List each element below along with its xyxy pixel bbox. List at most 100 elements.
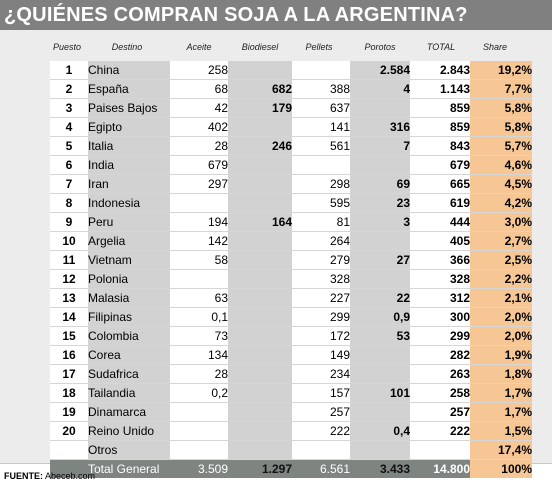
cell-destino: China bbox=[88, 61, 170, 80]
cell-porotos: 53 bbox=[350, 326, 410, 346]
table-row: 17 Sudafrica 28 234 263 1,8% bbox=[50, 364, 532, 384]
cell-aceite: 0,2 bbox=[170, 383, 228, 403]
cell-destino: Egipto bbox=[88, 117, 170, 137]
cell-biodiesel bbox=[228, 421, 292, 441]
cell-aceite: 73 bbox=[170, 326, 228, 346]
cell-biodiesel bbox=[228, 440, 292, 460]
cell-share: 19,2% bbox=[470, 61, 532, 80]
cell-porotos bbox=[350, 155, 410, 175]
header-destino: Destino bbox=[111, 42, 143, 52]
cell-puesto: 15 bbox=[50, 326, 88, 346]
cell-share: 4,6% bbox=[470, 155, 532, 175]
total-cell-share: 100% bbox=[470, 459, 532, 478]
cell-biodiesel: 246 bbox=[228, 136, 292, 156]
cell-porotos: 0,9 bbox=[350, 307, 410, 327]
cell-total: 665 bbox=[410, 174, 470, 194]
header-share: Share bbox=[482, 42, 508, 52]
cell-total: 300 bbox=[410, 307, 470, 327]
cell-total: 299 bbox=[410, 326, 470, 346]
cell-puesto: 3 bbox=[50, 98, 88, 118]
table-row: 10 Argelia 142 264 405 2,7% bbox=[50, 231, 532, 251]
cell-aceite: 297 bbox=[170, 174, 228, 194]
cell-destino: Filipinas bbox=[88, 307, 170, 327]
cell-share: 4,2% bbox=[470, 193, 532, 213]
cell-biodiesel bbox=[228, 61, 292, 80]
cell-biodiesel bbox=[228, 117, 292, 137]
cell-share: 2,0% bbox=[470, 326, 532, 346]
table-row: 1 China 258 2.584 2.843 19,2% bbox=[50, 61, 532, 80]
cell-pellets: 637 bbox=[292, 98, 350, 118]
cell-total: 328 bbox=[410, 269, 470, 289]
cell-share: 1,9% bbox=[470, 345, 532, 365]
cell-destino: Indonesia bbox=[88, 193, 170, 213]
cell-share: 2,7% bbox=[470, 231, 532, 251]
cell-pellets: 234 bbox=[292, 364, 350, 384]
cell-puesto: 10 bbox=[50, 231, 88, 251]
cell-puesto: 18 bbox=[50, 383, 88, 403]
cell-total: 222 bbox=[410, 421, 470, 441]
cell-puesto: 16 bbox=[50, 345, 88, 365]
cell-destino: Otros bbox=[88, 440, 170, 460]
total-cell-destino: Total General bbox=[88, 459, 170, 478]
cell-aceite bbox=[170, 269, 228, 289]
cell-aceite: 28 bbox=[170, 364, 228, 384]
table-row: 13 Malasia 63 227 22 312 2,1% bbox=[50, 288, 532, 308]
cell-porotos bbox=[350, 364, 410, 384]
cell-pellets: 264 bbox=[292, 231, 350, 251]
cell-share: 5,8% bbox=[470, 98, 532, 118]
table-row: 6 India 679 679 4,6% bbox=[50, 155, 532, 175]
cell-share: 2,1% bbox=[470, 288, 532, 308]
cell-aceite bbox=[170, 440, 228, 460]
cell-total: 258 bbox=[410, 383, 470, 403]
cell-aceite bbox=[170, 193, 228, 213]
cell-porotos: 7 bbox=[350, 136, 410, 156]
cell-total: 366 bbox=[410, 250, 470, 270]
cell-aceite: 0,1 bbox=[170, 307, 228, 327]
cell-total: 257 bbox=[410, 402, 470, 422]
cell-share: 5,7% bbox=[470, 136, 532, 156]
table-row: 11 Vietnam 58 279 27 366 2,5% bbox=[50, 250, 532, 270]
cell-puesto: 17 bbox=[50, 364, 88, 384]
cell-porotos: 4 bbox=[350, 79, 410, 99]
cell-share: 3,0% bbox=[470, 212, 532, 232]
cell-biodiesel bbox=[228, 193, 292, 213]
cell-destino: Peru bbox=[88, 212, 170, 232]
page-title: ¿QUIÉNES COMPRAN SOJA A LA ARGENTINA? bbox=[0, 0, 552, 30]
cell-share: 17,4% bbox=[470, 440, 532, 460]
table-row: 19 Dinamarca 257 257 1,7% bbox=[50, 402, 532, 422]
total-cell-total: 14.800 bbox=[410, 459, 470, 478]
table-row: 15 Colombia 73 172 53 299 2,0% bbox=[50, 326, 532, 346]
table-row: Otros 17,4% bbox=[50, 440, 532, 460]
cell-share: 1,7% bbox=[470, 402, 532, 422]
cell-puesto bbox=[50, 440, 88, 460]
cell-biodiesel bbox=[228, 307, 292, 327]
header-total: TOTAL bbox=[426, 42, 456, 52]
cell-porotos bbox=[350, 402, 410, 422]
cell-aceite bbox=[170, 402, 228, 422]
cell-puesto: 9 bbox=[50, 212, 88, 232]
table-row: 3 Paises Bajos 42 179 637 859 5,8% bbox=[50, 98, 532, 118]
header-porotos: Porotos bbox=[364, 42, 396, 52]
cell-puesto: 19 bbox=[50, 402, 88, 422]
cell-biodiesel: 164 bbox=[228, 212, 292, 232]
cell-total: 859 bbox=[410, 98, 470, 118]
cell-aceite: 258 bbox=[170, 61, 228, 80]
cell-total: 679 bbox=[410, 155, 470, 175]
cell-pellets: 388 bbox=[292, 79, 350, 99]
cell-pellets: 81 bbox=[292, 212, 350, 232]
table-row: 12 Polonia 328 328 2,2% bbox=[50, 269, 532, 289]
cell-total: 843 bbox=[410, 136, 470, 156]
cell-share: 2,5% bbox=[470, 250, 532, 270]
cell-biodiesel bbox=[228, 250, 292, 270]
cell-puesto: 20 bbox=[50, 421, 88, 441]
source-value: Abeceb.com bbox=[45, 471, 96, 481]
cell-destino: Paises Bajos bbox=[88, 98, 170, 118]
table-row: 14 Filipinas 0,1 299 0,9 300 2,0% bbox=[50, 307, 532, 327]
cell-total: 619 bbox=[410, 193, 470, 213]
cell-destino: Reino Unido bbox=[88, 421, 170, 441]
header-aceite: Aceite bbox=[186, 42, 212, 52]
cell-share: 1,8% bbox=[470, 364, 532, 384]
header-puesto: Puesto bbox=[52, 42, 82, 52]
cell-destino: Argelia bbox=[88, 231, 170, 251]
header-biodiesel: Biodiesel bbox=[241, 42, 279, 52]
